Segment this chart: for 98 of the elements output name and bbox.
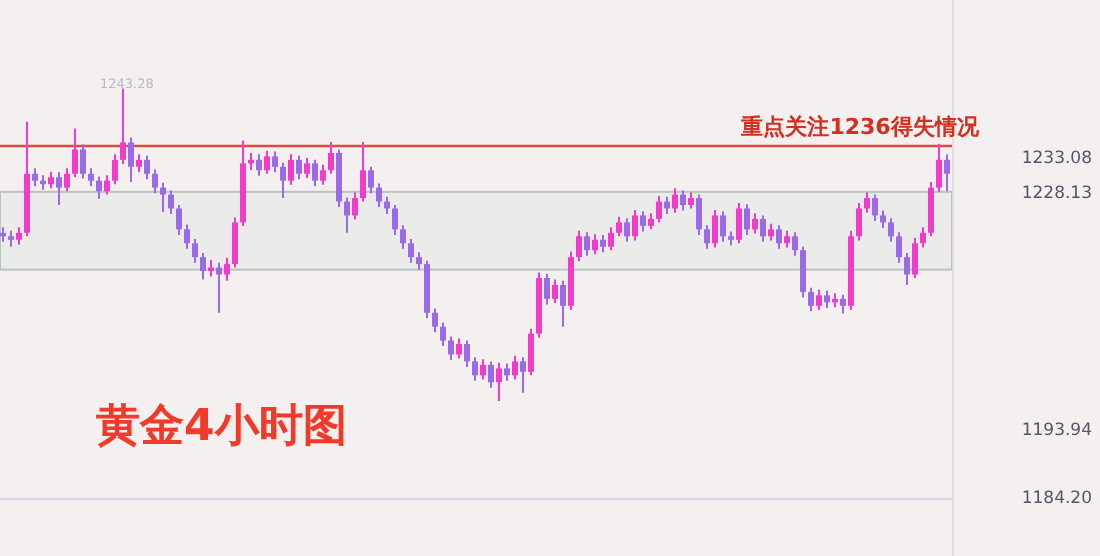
candlestick — [608, 226, 614, 252]
candlestick — [912, 236, 918, 279]
candlestick — [672, 187, 678, 214]
candlestick — [720, 210, 726, 243]
candlestick — [168, 189, 174, 216]
candlestick — [896, 231, 902, 264]
candlestick — [176, 204, 182, 236]
candlestick — [712, 208, 718, 249]
candlestick — [328, 140, 334, 175]
candlestick — [776, 224, 782, 250]
text: 黄金4小时图 — [94, 402, 347, 452]
candlestick — [152, 168, 158, 195]
candlestick — [704, 224, 710, 250]
y-tick-label: 1233.08 — [1021, 149, 1092, 170]
candlestick — [816, 288, 822, 311]
candlestick — [80, 143, 86, 180]
candlestick — [440, 321, 446, 348]
candlestick — [592, 233, 598, 256]
candlestick — [752, 212, 758, 235]
candlestick — [200, 251, 206, 281]
candlestick — [392, 204, 398, 236]
candlestick — [304, 156, 310, 179]
candlestick — [840, 293, 846, 315]
candlestick — [520, 356, 526, 394]
candlestick — [576, 229, 582, 263]
candlestick — [744, 203, 750, 236]
candlestick — [432, 307, 438, 334]
candlestick — [128, 136, 134, 184]
candlestick — [760, 214, 766, 243]
y-tick-label: 1184.20 — [1021, 489, 1092, 510]
candlestick — [224, 256, 230, 282]
candlestick — [280, 161, 286, 200]
candlestick — [808, 286, 814, 313]
candlestick — [616, 215, 622, 238]
candlestick — [472, 356, 478, 382]
annotation: 重点关注1236得失情况 — [739, 114, 981, 140]
candlestick — [144, 154, 150, 181]
candlestick — [872, 193, 878, 223]
candlestick — [856, 201, 862, 242]
candlestick — [312, 158, 318, 188]
candlestick — [496, 361, 502, 403]
candlestick — [544, 272, 550, 306]
candlestick — [112, 153, 118, 186]
candlestick — [192, 238, 198, 264]
candlestick — [528, 327, 534, 377]
candlestick — [352, 191, 358, 221]
candlestick — [512, 354, 518, 381]
candlestick — [792, 231, 798, 257]
candlestick — [376, 182, 382, 209]
candlestick — [360, 140, 366, 203]
candlestick — [120, 87, 126, 166]
candlestick — [624, 217, 630, 243]
candlestick — [56, 171, 62, 207]
candlestick — [104, 174, 110, 196]
candlestick — [464, 339, 470, 368]
candlestick — [888, 217, 894, 243]
candlestick — [256, 153, 262, 177]
candlestick — [272, 150, 278, 174]
candlestick — [864, 191, 870, 214]
candlestick — [944, 153, 950, 193]
candlestick — [264, 149, 270, 175]
candlestick — [72, 127, 78, 179]
candlestick — [696, 193, 702, 236]
y-tick-label: 1228.13 — [1021, 183, 1092, 204]
candlestick — [560, 279, 566, 328]
candlestick — [488, 360, 494, 389]
candlestick — [456, 337, 462, 360]
candlestick — [584, 231, 590, 257]
candlestick — [656, 194, 662, 224]
candlestick — [800, 245, 806, 299]
candlestick — [928, 181, 934, 238]
y-tick-label: 1193.94 — [1021, 421, 1092, 442]
candlestick — [736, 201, 742, 245]
candlestick — [448, 335, 454, 362]
candlestick — [296, 154, 302, 181]
candlestick — [344, 196, 350, 234]
candlestick — [680, 189, 686, 212]
candlestick — [232, 216, 238, 269]
candlestick — [288, 153, 294, 186]
candlestick — [32, 167, 38, 188]
candlestick — [552, 278, 558, 305]
candlestick — [904, 251, 910, 286]
candlestick — [64, 167, 70, 193]
candlestick — [136, 153, 142, 174]
candlestick — [320, 163, 326, 186]
candlestick — [632, 208, 638, 242]
candlestick — [640, 210, 646, 233]
candlestick — [368, 165, 374, 195]
candlestick — [936, 142, 942, 193]
candlestick — [400, 224, 406, 250]
candlestick — [480, 358, 486, 381]
candlestick — [96, 175, 102, 200]
candlestick — [184, 223, 190, 250]
candlestick — [920, 226, 926, 249]
candlestick — [216, 261, 222, 314]
candlestick — [160, 181, 166, 213]
candlestick — [88, 167, 94, 188]
candlestick — [408, 238, 414, 264]
